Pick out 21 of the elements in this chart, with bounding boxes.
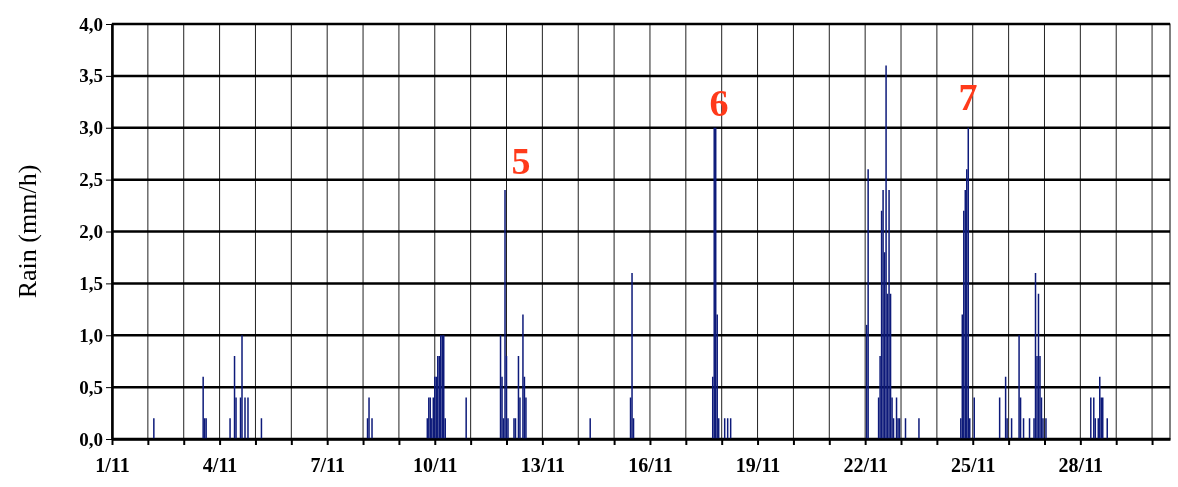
y-tick-label: 0,0 bbox=[79, 428, 103, 450]
x-tick-label: 19/11 bbox=[735, 454, 781, 476]
y-tick-label: 0,5 bbox=[79, 376, 103, 398]
y-tick-label: 1,0 bbox=[79, 324, 103, 346]
x-tick-label: 25/11 bbox=[951, 454, 996, 476]
y-tick-label: 2,5 bbox=[79, 169, 103, 191]
x-tick-label: 10/11 bbox=[413, 454, 458, 476]
x-tick-label: 13/11 bbox=[520, 454, 566, 476]
y-tick-label: 3,5 bbox=[79, 65, 103, 87]
x-tick-label: 22/11 bbox=[843, 454, 888, 476]
y-tick-label: 4,0 bbox=[79, 13, 103, 35]
y-tick-label: 2,0 bbox=[79, 221, 103, 243]
annotation: 5 bbox=[511, 140, 531, 182]
y-axis-title: Rain (mm/h) bbox=[13, 164, 42, 299]
y-tick-label: 3,0 bbox=[79, 117, 103, 139]
x-tick-label: 28/11 bbox=[1058, 454, 1104, 476]
x-tick-label: 7/11 bbox=[310, 454, 345, 476]
x-tick-label: 1/11 bbox=[95, 454, 130, 476]
x-tick-label: 16/11 bbox=[628, 454, 673, 476]
x-tick-label: 4/11 bbox=[202, 454, 238, 476]
y-tick-label: 1,5 bbox=[79, 272, 103, 294]
